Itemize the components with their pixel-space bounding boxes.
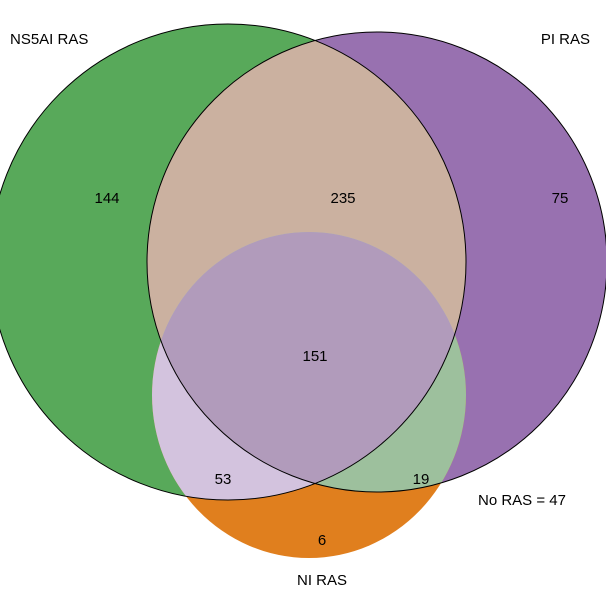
pi-only-count: 75 xyxy=(552,190,569,207)
no-ras-note: No RAS = 47 xyxy=(478,492,566,509)
ns5ai-pi-count: 235 xyxy=(330,190,355,207)
pi-set-label: PI RAS xyxy=(541,31,590,48)
pi-ni-count: 19 xyxy=(413,471,430,488)
ns5ai-ni-count: 53 xyxy=(215,471,232,488)
ni-only-count: 6 xyxy=(318,532,326,549)
ns5ai-set-outline xyxy=(0,23,467,501)
ns5ai-only-count: 144 xyxy=(94,190,119,207)
pi-set-outline xyxy=(146,31,606,493)
ni-set-label: NI RAS xyxy=(297,572,347,589)
ns5ai-set-label: NS5AI RAS xyxy=(10,31,88,48)
all-three-count: 151 xyxy=(302,348,327,365)
